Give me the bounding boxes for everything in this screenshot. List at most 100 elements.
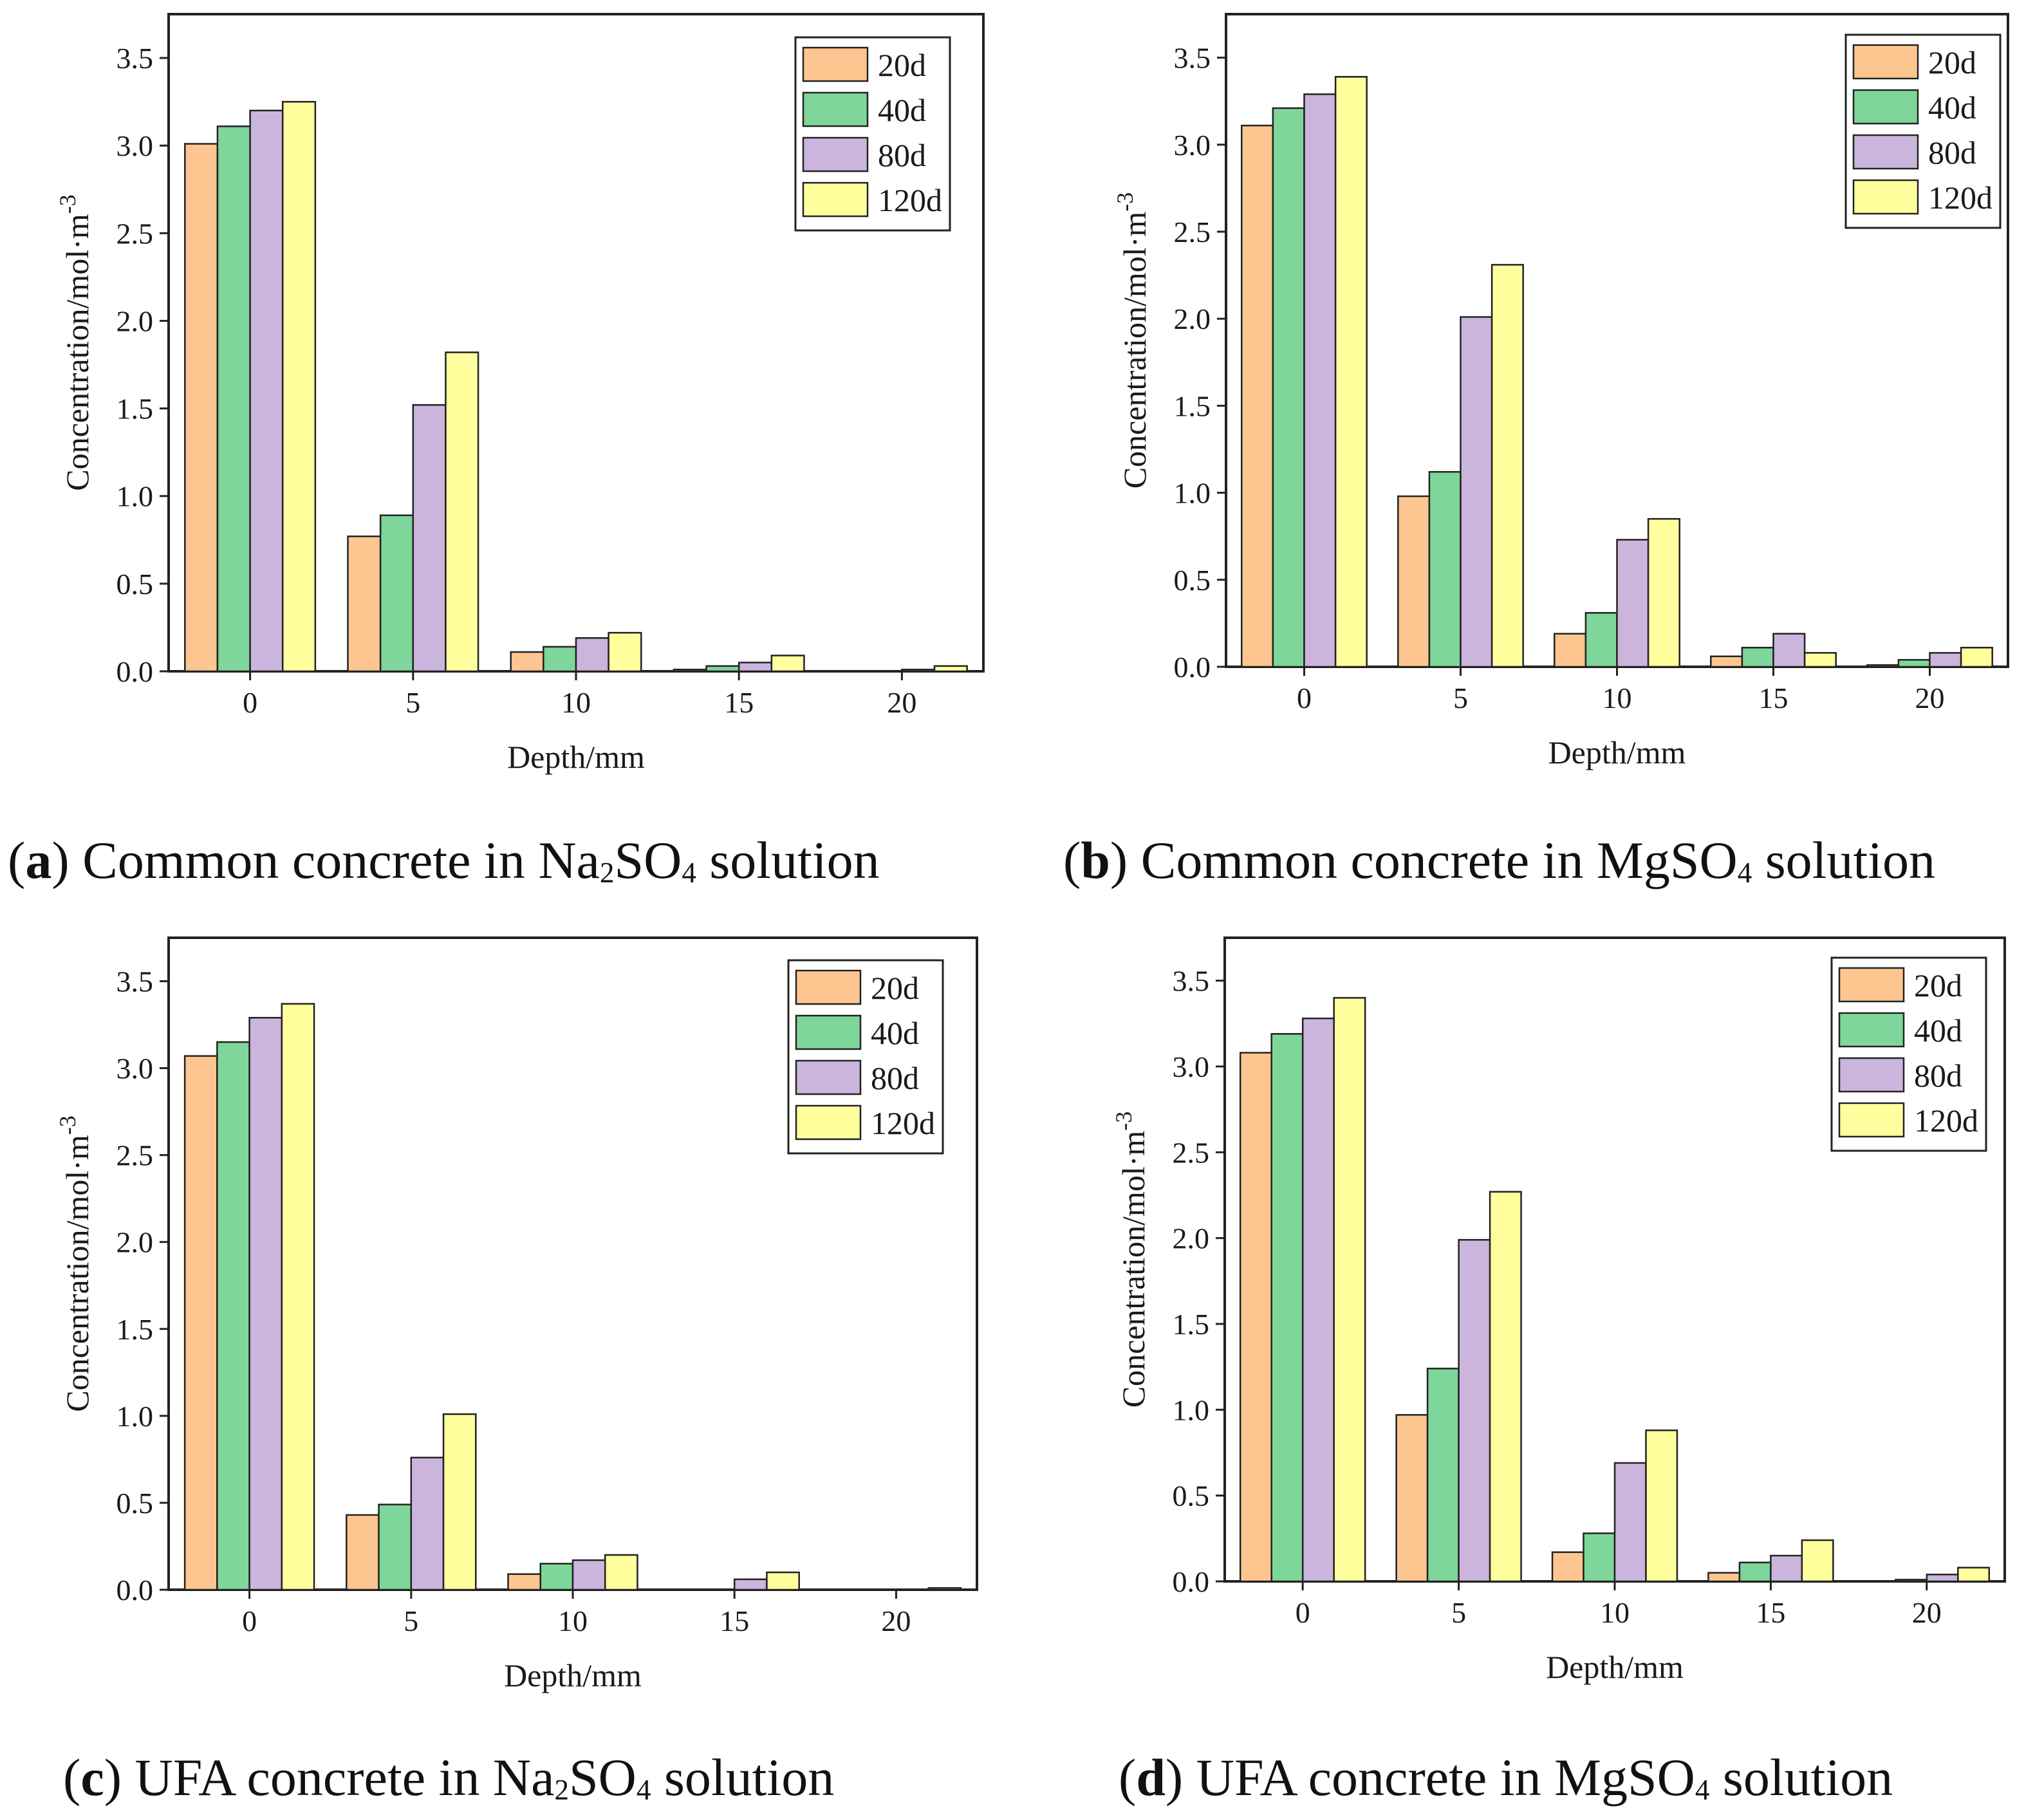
x-axis-title: Depth/mm — [504, 1657, 642, 1693]
x-tick-label: 20 — [881, 1605, 911, 1637]
bar-80d-depth-0 — [1303, 93, 1337, 668]
x-tick-label: 10 — [558, 1605, 588, 1637]
bar-20d-depth-15 — [673, 669, 707, 673]
x-tick-label: 10 — [561, 686, 591, 719]
caption-b: (b) Common concrete in MgSO4 solution — [1063, 831, 1935, 889]
y-tick-label: 0.0 — [1173, 1565, 1210, 1598]
bar-80d-depth-10 — [1613, 1462, 1647, 1583]
bar-120d-depth-15 — [766, 1571, 800, 1591]
bar-120d-depth-5 — [1491, 264, 1524, 668]
x-axis-title: Depth/mm — [1548, 734, 1686, 770]
bar-80d-depth-15 — [733, 1578, 768, 1591]
y-tick-label: 2.5 — [1174, 216, 1211, 248]
legend-swatch-80d — [1838, 1057, 1905, 1093]
bar-20d-depth-20 — [1863, 1580, 1897, 1583]
bar-40d-depth-0 — [216, 126, 251, 673]
y-tick-label: 1.0 — [1174, 477, 1211, 510]
bar-40d-depth-5 — [1426, 1368, 1460, 1583]
y-tick-label: 2.0 — [116, 1226, 154, 1259]
legend-label-40d: 40d — [871, 1015, 919, 1051]
bar-40d-depth-5 — [378, 1503, 413, 1591]
legend-swatch-20d — [1838, 967, 1905, 1003]
bar-80d-depth-10 — [571, 1559, 606, 1591]
bar-120d-depth-5 — [445, 351, 479, 673]
chart-panel-d: 0.0 0.5 1.0 1.5 2.0 2.5 3.0 3.5 0 5 10 15 20 Depth/mm… — [1111, 936, 2006, 1685]
y-tick-label: 0.5 — [1173, 1480, 1210, 1512]
bar-20d-depth-10 — [1551, 1551, 1584, 1583]
legend-swatch-120d — [802, 182, 869, 218]
bar-120d-depth-0 — [281, 1003, 315, 1591]
y-tick-label: 2.0 — [1174, 302, 1211, 335]
bar-80d-depth-15 — [1770, 1554, 1803, 1583]
caption-c: (c) UFA concrete in Na2SO4 solution — [63, 1748, 835, 1807]
bar-40d-depth-0 — [1270, 1033, 1304, 1583]
legend-label-120d: 120d — [871, 1105, 935, 1141]
y-tick-label: 0.0 — [1174, 651, 1211, 684]
bar-40d-depth-15 — [1741, 647, 1774, 668]
y-tick-label: 3.0 — [116, 1052, 154, 1085]
legend-swatch-40d — [1838, 1012, 1905, 1048]
bar-80d-depth-0 — [248, 1017, 283, 1591]
x-axis-title: Depth/mm — [1546, 1649, 1684, 1685]
legend-swatch-80d — [802, 136, 869, 172]
y-tick-label: 0.5 — [1174, 564, 1211, 597]
legend-label-40d: 40d — [1914, 1012, 1962, 1048]
x-tick-label: 5 — [1453, 682, 1468, 714]
legend-label-120d: 120d — [1914, 1103, 1978, 1139]
x-tick-label: 5 — [1451, 1596, 1466, 1629]
bar-80d-depth-20 — [1929, 652, 1962, 668]
x-tick-label: 5 — [404, 1605, 418, 1637]
bar-20d-depth-0 — [1241, 124, 1274, 668]
bar-40d-depth-20 — [1897, 658, 1931, 668]
y-tick-label: 2.0 — [1173, 1222, 1210, 1255]
bar-120d-depth-15 — [770, 655, 805, 673]
legend-swatch-20d — [1852, 44, 1919, 80]
x-axis-title: Depth/mm — [507, 739, 645, 775]
bar-120d-depth-20 — [933, 665, 968, 673]
legend: 20d 40d 80d 120d — [787, 959, 944, 1155]
legend-swatch-80d — [1852, 134, 1919, 170]
legend-swatch-120d — [1838, 1102, 1905, 1138]
bar-80d-depth-5 — [1458, 1239, 1491, 1583]
y-tick-label: 0.5 — [116, 1487, 154, 1520]
y-tick-label: 1.0 — [116, 1400, 154, 1433]
bar-120d-depth-0 — [1333, 997, 1366, 1583]
y-axis-title: Concentration/mol·m-3 — [1111, 1112, 1151, 1408]
bar-120d-depth-0 — [1334, 76, 1368, 668]
legend: 20d 40d 80d 120d — [794, 36, 951, 232]
legend: 20d 40d 80d 120d — [1830, 956, 1987, 1152]
y-tick-label: 3.0 — [1174, 129, 1211, 162]
bar-120d-depth-10 — [604, 1554, 638, 1591]
chart-panel-b: 0.0 0.5 1.0 1.5 2.0 2.5 3.0 3.5 0 5 10 15 20 Depth/mm… — [1112, 13, 2009, 770]
bar-20d-depth-10 — [507, 1573, 542, 1591]
bar-40d-depth-10 — [1583, 1532, 1616, 1583]
caption-a: (a) Common concrete in Na2SO4 solution — [8, 831, 880, 889]
bar-40d-depth-0 — [216, 1041, 250, 1591]
legend-swatch-20d — [795, 969, 862, 1005]
bar-80d-depth-20 — [1926, 1574, 1959, 1583]
x-tick-label: 0 — [242, 1605, 257, 1637]
bar-40d-depth-10 — [543, 646, 577, 673]
bar-40d-depth-20 — [1895, 1579, 1928, 1583]
bar-80d-depth-10 — [575, 637, 609, 673]
bar-20d-depth-20 — [835, 670, 871, 673]
y-tick-label: 3.5 — [1173, 965, 1210, 998]
legend-label-20d: 20d — [1914, 967, 1962, 1003]
legend-swatch-40d — [1852, 89, 1919, 125]
y-axis-title: Concentration/mol·m-3 — [55, 194, 95, 490]
y-axis-title: Concentration/mol·m-3 — [55, 1115, 95, 1411]
bar-40d-depth-10 — [1584, 611, 1618, 668]
x-tick-label: 20 — [1915, 682, 1945, 714]
bar-120d-depth-10 — [1645, 1429, 1678, 1583]
y-tick-label: 1.0 — [116, 480, 154, 513]
y-tick-label: 3.5 — [116, 965, 154, 998]
chart-panel-a: 0.0 0.5 1.0 1.5 2.0 2.5 3.0 3.5 0 5 10 15 20 Depth/mm… — [55, 13, 985, 775]
bar-120d-depth-15 — [1801, 1539, 1834, 1583]
legend-label-40d: 40d — [1928, 89, 1976, 126]
legend-swatch-40d — [795, 1014, 862, 1050]
bar-80d-depth-0 — [249, 109, 284, 673]
y-tick-label: 0.5 — [116, 568, 154, 600]
x-tick-label: 0 — [1297, 682, 1312, 714]
legend-label-20d: 20d — [1928, 44, 1976, 80]
